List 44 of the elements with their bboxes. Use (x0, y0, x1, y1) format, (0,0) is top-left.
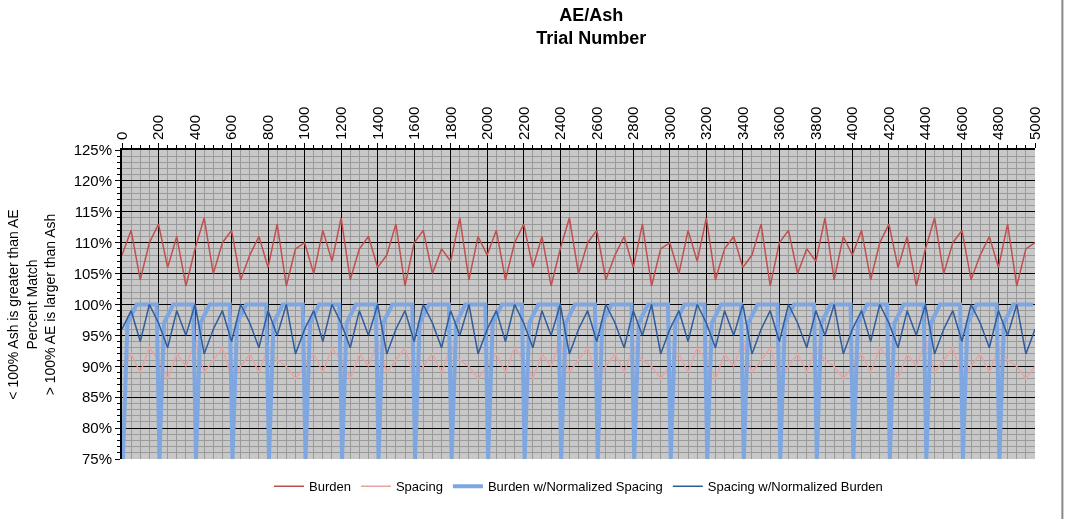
x-tick-label: 3200 (697, 106, 715, 140)
x-tick-label: 2000 (478, 106, 496, 140)
x-tick-label: 3600 (770, 106, 788, 140)
x-tick-label: 1600 (405, 106, 423, 140)
x-tick-label: 4800 (989, 106, 1007, 140)
x-axis-title: Trial Number (536, 28, 647, 49)
x-tick-label: 3400 (733, 106, 751, 140)
x-tick-label: 3800 (806, 106, 824, 140)
x-tick-label: 4400 (916, 106, 934, 140)
x-tick-label: 2200 (514, 106, 532, 140)
legend-label: Burden w/Normalized Spacing (487, 479, 663, 495)
x-tick-label: 0 (112, 131, 130, 140)
x-tick-label: 4600 (952, 106, 970, 140)
x-tick-label: 1400 (368, 106, 386, 140)
x-tick-label: 400 (185, 114, 203, 140)
y-tick-label: 105% (73, 264, 112, 282)
y-tick-label: 85% (81, 388, 112, 406)
y-tick-label: 100% (73, 295, 112, 313)
x-tick-label: 5000 (1025, 106, 1043, 140)
x-tick-label: 2800 (624, 106, 642, 140)
y-tick-label: 110% (74, 233, 112, 251)
x-tick-label: 200 (149, 114, 167, 140)
x-tick-label: 1200 (331, 106, 349, 140)
x-tick-label: 1000 (295, 106, 313, 140)
legend-label: Spacing (395, 479, 443, 495)
y-tick-label: 90% (81, 357, 112, 375)
chart-title: AE/Ash (559, 4, 624, 25)
y-axis-title: < 100% Ash is greater than AE Percent Match > 100% AE is larger than Ash (5, 209, 58, 400)
legend-label: Spacing w/Normalized Burden (707, 479, 883, 495)
x-tick-label: 800 (258, 114, 276, 140)
y-tick-label: 120% (73, 172, 112, 190)
x-tick-label: 2400 (551, 106, 569, 140)
y-tick-label: 80% (81, 419, 112, 437)
legend-label: Burden (309, 479, 351, 495)
x-tick-label: 1800 (441, 106, 459, 140)
x-tick-label: 3000 (660, 106, 678, 140)
y-tick-label: 95% (81, 326, 112, 344)
y-tick-label: 75% (81, 450, 112, 468)
x-tick-label: 2600 (587, 106, 605, 140)
y-tick-label: 125% (73, 141, 112, 159)
y-tick-label: 115% (74, 203, 112, 221)
x-tick-label: 600 (222, 114, 240, 140)
x-tick-label: 4200 (879, 106, 897, 140)
x-tick-label: 4000 (843, 106, 861, 140)
